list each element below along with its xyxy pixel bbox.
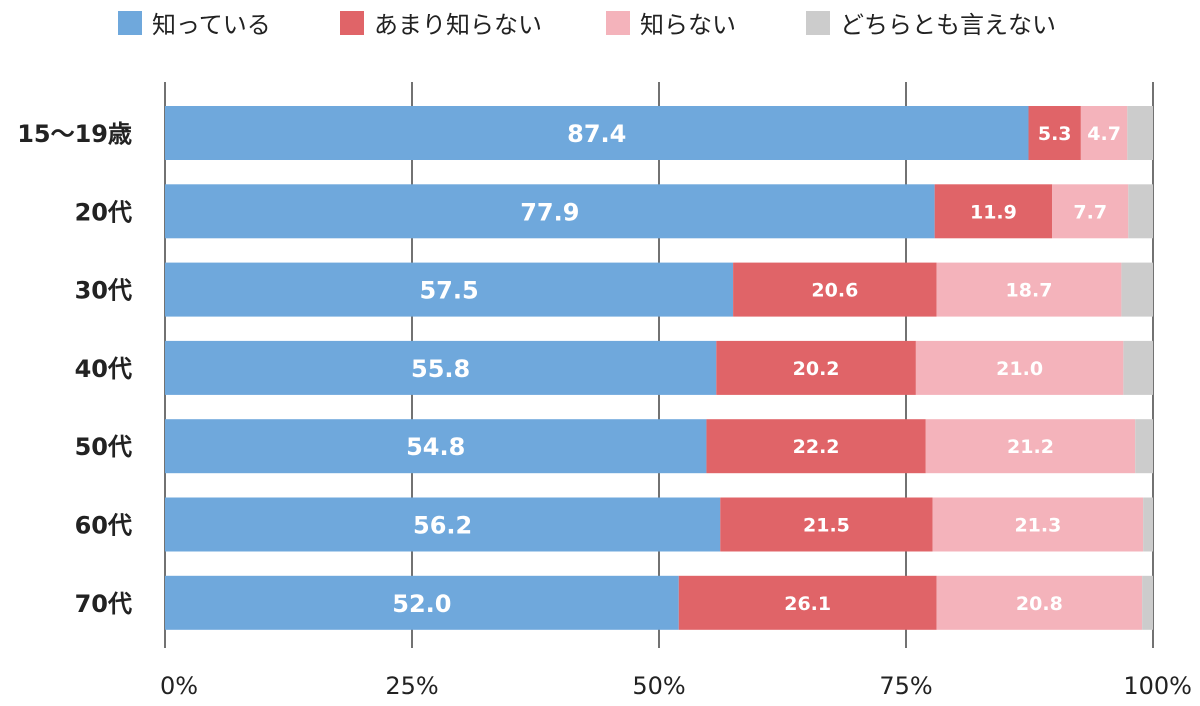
- bars: 87.4 5.3 4.7 77.9 11.9 7.7 57.5 20.6 18.7 55.8 20.…: [165, 106, 1153, 630]
- bar-segment-4-4: [1123, 340, 1153, 395]
- category-label-3: 30代: [75, 277, 132, 305]
- bar-segment-5-2: [706, 419, 926, 474]
- bar-segment-5-3: [925, 419, 1136, 474]
- data-label-6-2: 21.5: [803, 515, 850, 537]
- x-tick-label-0: 0%: [160, 672, 198, 700]
- bar-segment-7-3: [936, 575, 1143, 630]
- bar-segment-4-2: [716, 340, 916, 395]
- data-label-2-3: 7.7: [1073, 201, 1107, 223]
- bar-segment-2-1: [165, 184, 935, 239]
- data-label-7-2: 26.1: [784, 593, 831, 615]
- bar-segment-6-1: [165, 497, 721, 552]
- category-label-2: 20代: [75, 198, 132, 226]
- legend-label-3: 知らない: [640, 11, 736, 39]
- legend-swatch-3: [606, 11, 630, 35]
- data-label-6-1: 56.2: [413, 512, 472, 540]
- bar-segment-1-4: [1127, 106, 1153, 160]
- legend-label-1: 知っている: [152, 11, 271, 39]
- bar-segment-1-1: [165, 106, 1029, 160]
- legend-swatch-4: [806, 11, 830, 35]
- bar-segment-2-4: [1128, 184, 1153, 239]
- data-label-4-2: 20.2: [793, 358, 840, 380]
- bar-segment-7-2: [678, 575, 937, 630]
- x-tick-label-75: 75%: [879, 672, 932, 700]
- data-label-3-1: 57.5: [419, 277, 478, 305]
- category-labels: 15～19歳 20代 30代 40代 50代 60代 70代: [17, 120, 132, 618]
- data-label-7-3: 20.8: [1016, 593, 1063, 615]
- data-label-4-3: 21.0: [996, 358, 1043, 380]
- bar-segment-6-3: [932, 497, 1144, 552]
- bar-segment-2-2: [934, 184, 1053, 239]
- data-label-7-1: 52.0: [392, 590, 451, 618]
- bar-segment-7-1: [165, 575, 679, 630]
- legend-swatch-2: [340, 11, 364, 35]
- data-label-5-3: 21.2: [1007, 436, 1054, 458]
- bar-segment-4-1: [165, 340, 717, 395]
- category-label-6: 60代: [75, 512, 132, 540]
- bar-segment-6-4: [1143, 497, 1153, 552]
- bar-segment-3-4: [1121, 262, 1153, 317]
- bar-segment-1-3: [1080, 106, 1128, 160]
- legend-label-4: どちらとも言えない: [840, 11, 1056, 39]
- category-label-5: 50代: [75, 433, 132, 461]
- bar-segment-5-4: [1135, 419, 1153, 474]
- data-label-1-1: 87.4: [567, 120, 626, 148]
- x-tick-label-50: 50%: [632, 672, 685, 700]
- bar-segment-6-2: [720, 497, 933, 552]
- data-label-2-2: 11.9: [970, 201, 1017, 223]
- bar-segment-5-1: [165, 419, 707, 474]
- bar-segment-3-3: [936, 262, 1122, 317]
- bar-segment-3-2: [733, 262, 937, 317]
- data-label-1-2: 5.3: [1038, 123, 1072, 145]
- data-label-6-3: 21.3: [1014, 515, 1061, 537]
- x-tick-label-25: 25%: [385, 672, 438, 700]
- data-label-4-1: 55.8: [411, 355, 470, 383]
- x-tick-label-100: 100%: [1123, 672, 1192, 700]
- bar-segment-1-2: [1028, 106, 1081, 160]
- legend-swatch-1: [118, 11, 142, 35]
- category-label-4: 40代: [75, 355, 132, 383]
- bar-segment-7-4: [1142, 575, 1153, 630]
- category-label-7: 70代: [75, 590, 132, 618]
- legend-label-2: あまり知らない: [374, 11, 542, 39]
- bar-segment-4-3: [915, 340, 1124, 395]
- x-tick-labels: 0% 25% 50% 75% 100%: [160, 672, 1192, 700]
- data-label-5-1: 54.8: [406, 433, 465, 461]
- data-label-2-1: 77.9: [520, 198, 579, 226]
- data-label-3-2: 20.6: [811, 280, 858, 302]
- bar-segment-2-3: [1052, 184, 1129, 239]
- legend: 知っている あまり知らない 知らない どちらとも言えない: [118, 11, 1056, 39]
- data-label-1-3: 4.7: [1087, 123, 1121, 145]
- data-label-3-3: 18.7: [1006, 280, 1053, 302]
- category-label-1: 15～19歳: [17, 120, 132, 148]
- bar-segment-3-1: [165, 262, 734, 317]
- data-label-5-2: 22.2: [793, 436, 840, 458]
